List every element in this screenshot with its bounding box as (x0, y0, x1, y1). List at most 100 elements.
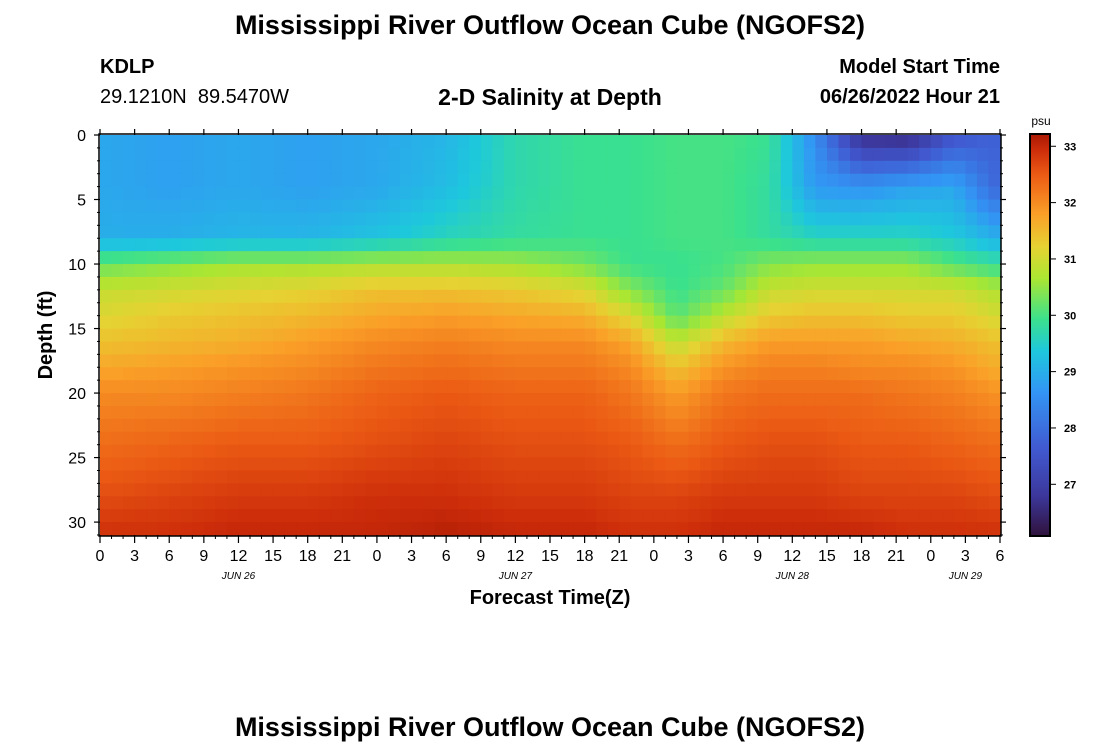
heatmap-cell (561, 470, 574, 484)
heatmap-cell (146, 225, 159, 239)
heatmap-cell (319, 483, 332, 497)
heatmap-cell (596, 354, 609, 368)
heatmap-cell (515, 238, 528, 252)
heatmap-cell (838, 418, 851, 433)
heatmap-cell (953, 212, 966, 226)
heatmap-cell (596, 315, 609, 330)
heatmap-cell (757, 522, 770, 536)
heatmap-cell (780, 264, 793, 278)
heatmap-cell (100, 264, 113, 278)
heatmap-cell (700, 496, 713, 510)
heatmap-cell (261, 444, 274, 459)
heatmap-cell (296, 328, 309, 343)
heatmap-cell (688, 509, 701, 523)
heatmap-cell (192, 354, 205, 368)
colorbar-unit-label: psu (1031, 114, 1050, 128)
heatmap-cell (953, 457, 966, 472)
heatmap-cell (573, 147, 586, 162)
heatmap-cell (746, 483, 759, 497)
heatmap-cell (480, 212, 493, 226)
heatmap-cell (503, 238, 516, 252)
heatmap-cell (342, 289, 355, 304)
heatmap-cell (180, 444, 193, 459)
heatmap-cell (653, 186, 666, 201)
heatmap-cell (561, 225, 574, 239)
heatmap-cell (319, 496, 332, 510)
heatmap-cell (642, 276, 655, 291)
heatmap-cell (665, 509, 678, 523)
heatmap-cell (596, 199, 609, 214)
heatmap-cell (653, 367, 666, 381)
heatmap-cell (561, 160, 574, 175)
heatmap-cell (688, 135, 701, 149)
heatmap-cell (630, 393, 643, 407)
heatmap-cell (273, 509, 286, 523)
heatmap-cell (953, 302, 966, 317)
heatmap-cell (734, 509, 747, 523)
heatmap-cell (492, 509, 505, 523)
heatmap-cell (457, 199, 470, 214)
heatmap-cell (284, 289, 297, 304)
heatmap-cell (700, 173, 713, 188)
heatmap-cell (596, 302, 609, 317)
x-axis: 0 3 6 9 12 15 18 21 0 3 6 9 12 15 18 21 0 3 6 9 12 15 18 21 0 3 6 (96, 129, 1005, 565)
heatmap-cell (146, 276, 159, 291)
heatmap-cell (526, 276, 540, 291)
heatmap-cell (734, 173, 747, 188)
heatmap-cell (526, 418, 540, 433)
x-tick-label: 21 (887, 548, 905, 565)
y-tick-label: 10 (68, 257, 86, 274)
date-labels: JUN 26 JUN 27 JUN 28 JUN 29 (221, 571, 983, 582)
heatmap-cell (757, 509, 770, 523)
heatmap-cell (203, 276, 216, 291)
heatmap-cell (538, 251, 551, 265)
heatmap-cell (942, 276, 955, 291)
heatmap-cell (111, 380, 124, 394)
heatmap-cell (261, 238, 274, 252)
heatmap-cell (330, 354, 343, 368)
heatmap-cell (515, 509, 528, 523)
heatmap-cell (930, 147, 943, 162)
heatmap-cell (873, 251, 886, 265)
heatmap-cell (261, 341, 274, 355)
heatmap-cell (896, 341, 909, 355)
heatmap-cell (284, 302, 297, 317)
heatmap-cell (250, 264, 263, 278)
heatmap-cell (273, 393, 286, 407)
heatmap-cell (353, 302, 366, 317)
heatmap-cell (342, 315, 355, 330)
heatmap-cell (792, 405, 805, 420)
heatmap-cell (561, 238, 574, 252)
heatmap-cell (307, 302, 320, 317)
heatmap-cell (700, 147, 713, 162)
heatmap-cell (815, 509, 828, 523)
heatmap-cell (803, 431, 816, 446)
heatmap-cell (850, 418, 863, 433)
heatmap-cell (884, 173, 897, 188)
heatmap-cell (203, 522, 216, 536)
heatmap-cell (307, 160, 320, 175)
heatmap-cell (134, 522, 147, 536)
heatmap-cell (930, 315, 943, 330)
heatmap-cell (319, 431, 332, 446)
heatmap-cell (665, 225, 678, 239)
heatmap-cell (146, 496, 159, 510)
heatmap-cell (111, 264, 124, 278)
heatmap-cell (261, 367, 274, 381)
heatmap-cell (203, 367, 216, 381)
heatmap-cell (711, 199, 724, 214)
heatmap-cell (861, 328, 874, 343)
heatmap-cell (965, 380, 978, 394)
heatmap-cell (792, 264, 805, 278)
heatmap-cell (723, 135, 736, 149)
heatmap-cell (861, 496, 874, 510)
heatmap-cell (665, 135, 678, 149)
heatmap-cell (584, 302, 597, 317)
heatmap-cell (896, 457, 909, 472)
heatmap-cell (480, 483, 493, 497)
heatmap-cell (723, 225, 736, 239)
heatmap-cell (769, 444, 782, 459)
heatmap-cell (907, 238, 920, 252)
heatmap-cell (550, 405, 563, 420)
heatmap-cell (757, 315, 770, 330)
